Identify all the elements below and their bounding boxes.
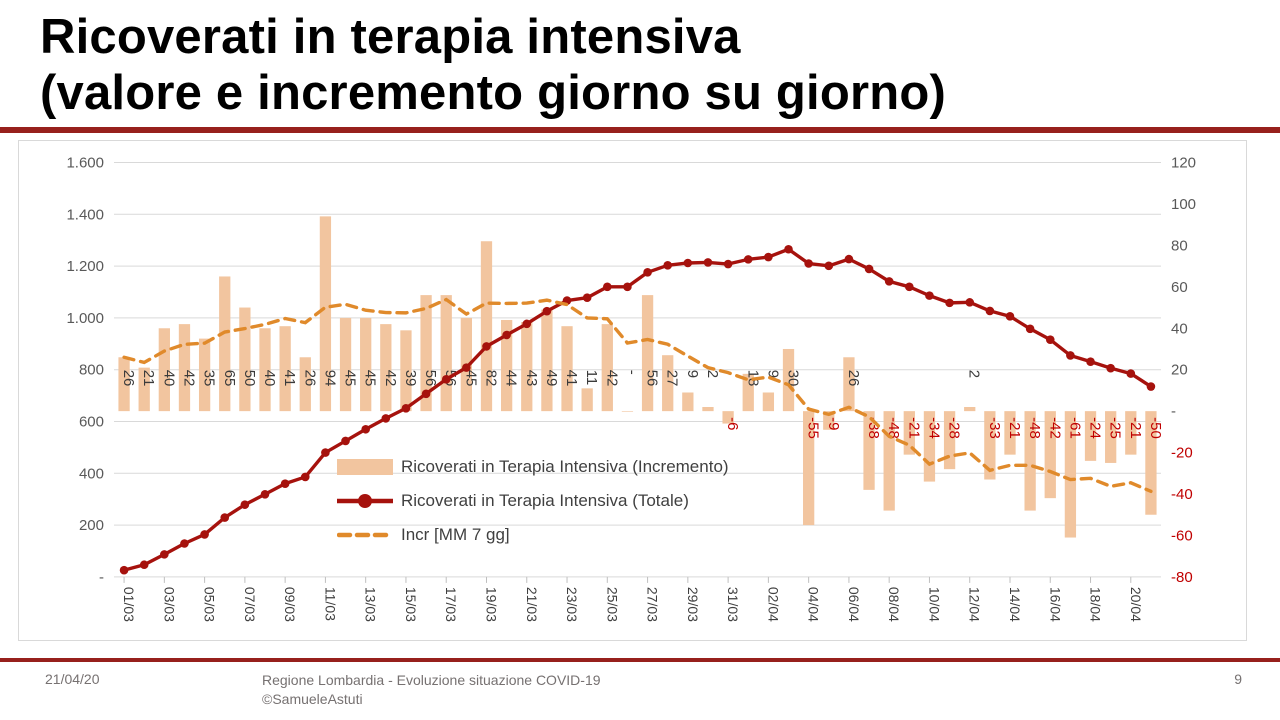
svg-text:06/04: 06/04 [846, 587, 862, 622]
svg-text:20: 20 [1171, 362, 1188, 379]
svg-text:40: 40 [1171, 320, 1188, 337]
svg-text:-: - [99, 569, 104, 586]
svg-text:39: 39 [402, 370, 419, 387]
svg-text:08/04: 08/04 [886, 587, 902, 622]
svg-text:40: 40 [261, 370, 278, 387]
svg-text:26: 26 [301, 370, 318, 387]
svg-text:40: 40 [160, 370, 177, 387]
svg-text:12/04: 12/04 [967, 587, 983, 622]
svg-text:-6: -6 [724, 417, 741, 430]
svg-text:2: 2 [966, 370, 983, 378]
svg-text:1.600: 1.600 [66, 155, 104, 172]
svg-text:-9: -9 [825, 417, 842, 430]
svg-text:27/03: 27/03 [645, 587, 661, 622]
svg-text:41: 41 [281, 370, 298, 387]
svg-text:01/03: 01/03 [121, 587, 137, 622]
svg-text:-55: -55 [805, 417, 822, 439]
svg-text:09/03: 09/03 [282, 587, 298, 622]
svg-text:16/04: 16/04 [1047, 587, 1063, 622]
svg-text:-60: -60 [1171, 528, 1193, 545]
svg-text:100: 100 [1171, 196, 1196, 213]
svg-text:17/03: 17/03 [443, 587, 459, 622]
svg-text:65: 65 [221, 370, 238, 387]
svg-text:21/03: 21/03 [524, 587, 540, 622]
svg-text:-48: -48 [1026, 417, 1043, 439]
svg-text:-21: -21 [905, 417, 922, 439]
svg-text:-25: -25 [1107, 417, 1124, 439]
svg-text:23/03: 23/03 [564, 587, 580, 622]
svg-text:10/04: 10/04 [926, 587, 942, 622]
svg-text:25/03: 25/03 [604, 587, 620, 622]
svg-text:-33: -33 [986, 417, 1003, 439]
svg-text:1.400: 1.400 [66, 206, 104, 223]
svg-text:-21: -21 [1006, 417, 1023, 439]
svg-text:43: 43 [523, 370, 540, 387]
svg-text:18/04: 18/04 [1088, 587, 1104, 622]
svg-text:-50: -50 [1147, 417, 1164, 439]
svg-text:21: 21 [140, 370, 157, 387]
svg-text:-21: -21 [1127, 417, 1144, 439]
svg-text:-: - [1171, 403, 1176, 420]
svg-text:-40: -40 [1171, 486, 1193, 503]
svg-text:26: 26 [120, 370, 137, 387]
svg-text:60: 60 [1171, 279, 1188, 296]
svg-text:56: 56 [644, 370, 661, 387]
svg-text:02/04: 02/04 [765, 587, 781, 622]
svg-text:-80: -80 [1171, 569, 1193, 586]
svg-text:2: 2 [704, 370, 721, 378]
svg-text:14/04: 14/04 [1007, 587, 1023, 622]
svg-text:-28: -28 [946, 417, 963, 439]
svg-text:05/03: 05/03 [202, 587, 218, 622]
svg-text:-20: -20 [1171, 445, 1193, 462]
svg-text:82: 82 [482, 370, 499, 387]
svg-text:1.000: 1.000 [66, 310, 104, 327]
svg-text:03/03: 03/03 [161, 587, 177, 622]
svg-text:26: 26 [845, 370, 862, 387]
svg-text:1.200: 1.200 [66, 258, 104, 275]
svg-text:600: 600 [79, 414, 104, 431]
svg-text:800: 800 [79, 362, 104, 379]
svg-text:42: 42 [603, 370, 620, 387]
svg-text:15/03: 15/03 [403, 587, 419, 622]
svg-text:-: - [623, 370, 640, 375]
svg-text:11/03: 11/03 [322, 587, 338, 621]
svg-text:42: 42 [180, 370, 197, 387]
svg-text:80: 80 [1171, 237, 1188, 254]
svg-text:45: 45 [462, 370, 479, 387]
svg-text:27: 27 [664, 370, 681, 387]
svg-text:45: 45 [362, 370, 379, 387]
svg-text:200: 200 [79, 517, 104, 534]
svg-text:-34: -34 [925, 417, 942, 439]
svg-text:04/04: 04/04 [806, 587, 822, 622]
svg-text:07/03: 07/03 [242, 587, 258, 622]
svg-text:400: 400 [79, 465, 104, 482]
svg-text:11: 11 [583, 370, 600, 386]
svg-text:49: 49 [543, 370, 560, 387]
svg-text:94: 94 [321, 370, 338, 387]
svg-text:29/03: 29/03 [685, 587, 701, 622]
svg-text:45: 45 [342, 370, 359, 387]
svg-text:44: 44 [503, 370, 520, 387]
svg-text:-24: -24 [1087, 417, 1104, 439]
svg-text:56: 56 [422, 370, 439, 387]
svg-text:9: 9 [764, 370, 781, 378]
svg-text:120: 120 [1171, 155, 1196, 172]
svg-text:42: 42 [382, 370, 399, 387]
svg-text:-42: -42 [1046, 417, 1063, 439]
svg-text:13/03: 13/03 [363, 587, 379, 622]
svg-text:9: 9 [684, 370, 701, 378]
svg-text:41: 41 [563, 370, 580, 387]
svg-text:31/03: 31/03 [725, 587, 741, 622]
svg-text:-61: -61 [1066, 417, 1083, 439]
svg-text:19/03: 19/03 [483, 587, 499, 622]
svg-text:20/04: 20/04 [1128, 587, 1144, 622]
svg-text:50: 50 [241, 370, 258, 387]
svg-text:35: 35 [201, 370, 218, 387]
